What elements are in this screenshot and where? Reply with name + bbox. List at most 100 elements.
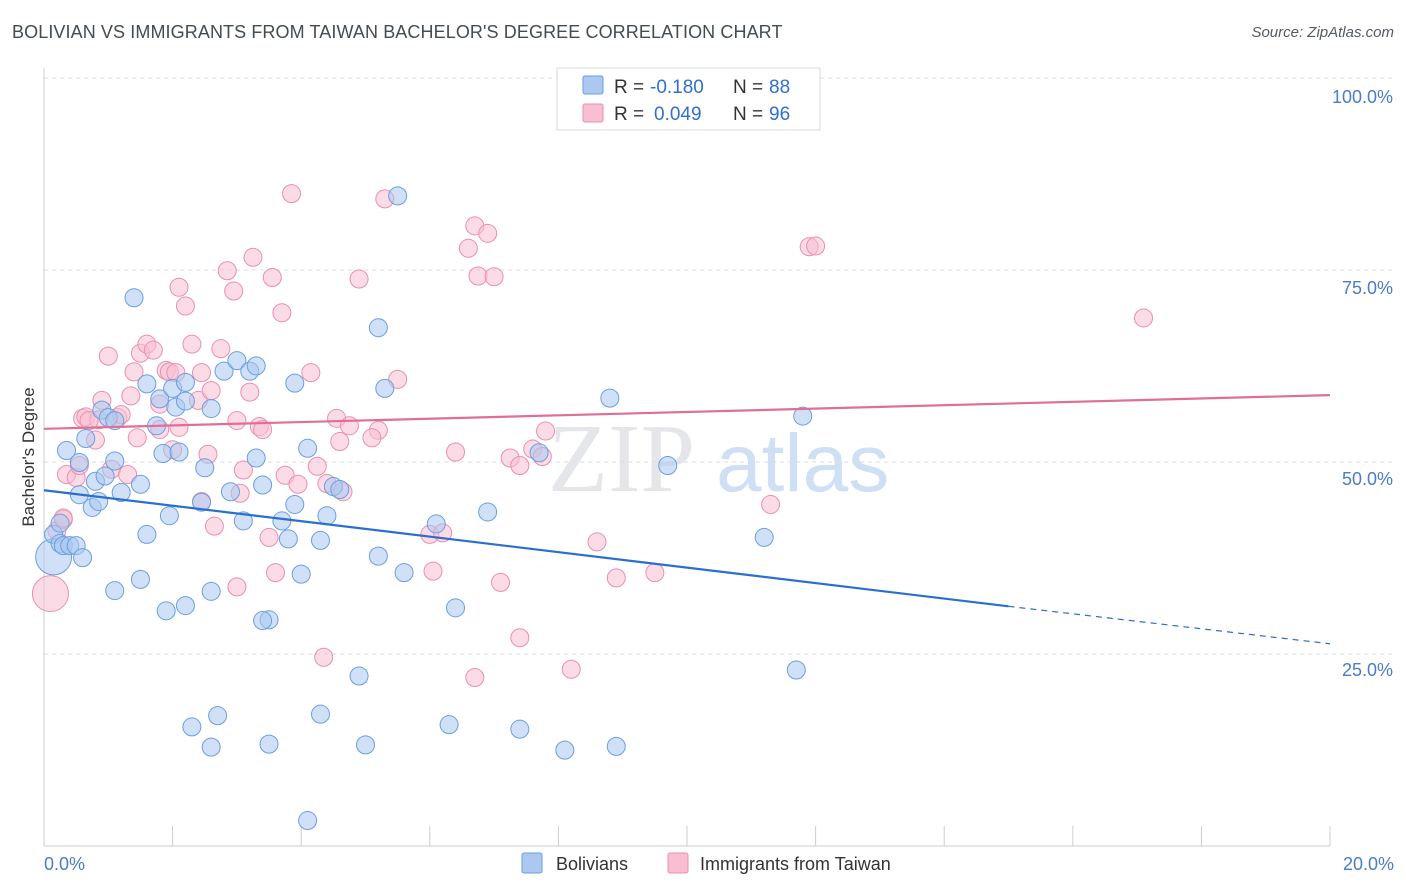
taiwan-point bbox=[31, 575, 69, 613]
bolivian-point bbox=[356, 735, 375, 755]
bolivian-point bbox=[510, 719, 530, 739]
bolivian-point bbox=[150, 389, 170, 409]
bolivian-point bbox=[105, 411, 125, 431]
bolivian-point bbox=[555, 740, 575, 760]
taiwan-point bbox=[536, 421, 556, 441]
taiwan-point bbox=[217, 261, 237, 281]
taiwan-point bbox=[561, 659, 581, 679]
y-tick-label: 50.0% bbox=[1342, 469, 1393, 489]
taiwan-point bbox=[301, 363, 321, 383]
x-tick-label-min: 0.0% bbox=[44, 854, 85, 874]
bolivian-point bbox=[394, 563, 414, 583]
bolivian-point bbox=[69, 453, 89, 473]
bolivians-trend-extension bbox=[1008, 605, 1331, 645]
taiwan-point bbox=[211, 339, 231, 359]
taiwan-point bbox=[118, 464, 138, 484]
bolivian-point bbox=[291, 564, 311, 584]
taiwan-point bbox=[510, 456, 530, 476]
bolivian-point bbox=[233, 511, 253, 531]
bolivian-point bbox=[95, 466, 115, 486]
bolivian-point bbox=[285, 373, 305, 393]
taiwan-point bbox=[265, 563, 285, 583]
bolivian-point bbox=[201, 581, 221, 601]
taiwan-point bbox=[224, 281, 244, 301]
legend-taiwan-label: Immigrants from Taiwan bbox=[700, 854, 891, 874]
taiwan-point bbox=[79, 411, 99, 431]
bolivian-point bbox=[298, 438, 318, 458]
bolivian-point bbox=[278, 529, 298, 549]
taiwan-point bbox=[478, 223, 498, 243]
taiwan-point bbox=[587, 532, 607, 552]
chart-title: BOLIVIAN VS IMMIGRANTS FROM TAIWAN BACHE… bbox=[12, 22, 783, 42]
y-tick-label: 100.0% bbox=[1332, 87, 1393, 107]
stats-pink-n-value: 96 bbox=[769, 104, 790, 125]
bolivian-point bbox=[246, 356, 266, 376]
bolivian-point bbox=[192, 492, 212, 512]
taiwan-point bbox=[227, 577, 247, 597]
bolivian-point bbox=[310, 704, 330, 724]
taiwan-point bbox=[288, 474, 308, 494]
y-tick-label: 25.0% bbox=[1342, 660, 1393, 680]
bolivians-trend-line bbox=[43, 489, 1009, 608]
bolivian-point bbox=[175, 596, 195, 616]
bolivian-point bbox=[76, 429, 96, 449]
bolivian-point bbox=[214, 361, 234, 381]
bolivian-point bbox=[529, 443, 549, 463]
bolivian-point bbox=[137, 524, 157, 544]
taiwan-point bbox=[243, 247, 263, 267]
taiwan-point bbox=[204, 516, 224, 536]
bolivian-point bbox=[375, 378, 395, 398]
source-label: Source: ZipAtlas.com bbox=[1251, 24, 1394, 41]
taiwan-point bbox=[339, 416, 359, 436]
taiwan-point bbox=[468, 266, 488, 286]
bolivian-point bbox=[159, 506, 179, 526]
bolivian-point bbox=[105, 451, 125, 471]
stats-blue-r-value: -0.180 bbox=[650, 77, 704, 98]
bolivian-point bbox=[349, 666, 369, 686]
bolivian-point bbox=[754, 527, 774, 547]
bolivian-point bbox=[478, 502, 498, 522]
bolivian-point bbox=[130, 474, 150, 494]
bolivian-point bbox=[227, 351, 247, 371]
watermark-atlas: atlas bbox=[716, 418, 889, 509]
bolivian-point bbox=[57, 441, 77, 461]
bolivian-point bbox=[600, 388, 620, 408]
taiwan-point bbox=[227, 411, 247, 431]
taiwan-point bbox=[192, 363, 212, 383]
y-tick-labels: 25.0% 50.0% 75.0% 100.0% bbox=[1332, 87, 1393, 680]
taiwan-point bbox=[259, 527, 279, 547]
taiwan-point bbox=[233, 460, 253, 480]
taiwan-point bbox=[314, 647, 334, 667]
bolivian-point bbox=[439, 715, 459, 735]
taiwan-point bbox=[645, 563, 665, 583]
taiwan-point bbox=[423, 561, 443, 581]
bolivian-point bbox=[220, 482, 240, 502]
bolivian-point bbox=[130, 569, 150, 589]
bolivian-point bbox=[310, 530, 330, 550]
bolivian-point bbox=[182, 717, 202, 737]
taiwan-point bbox=[169, 277, 189, 297]
taiwan-point bbox=[272, 303, 292, 323]
watermark: ZIP atlas bbox=[548, 405, 889, 513]
bolivian-point bbox=[201, 399, 221, 419]
stats-legend: R = -0.180 N = 88 R = 0.049 N = 96 bbox=[556, 67, 821, 131]
bolivian-point bbox=[272, 511, 292, 531]
series-bolivians bbox=[35, 186, 813, 831]
legend-bolivians-swatch bbox=[521, 852, 543, 874]
x-tick-label-max: 20.0% bbox=[1343, 854, 1394, 874]
bolivian-point bbox=[446, 598, 466, 618]
bolivian-point bbox=[786, 660, 806, 680]
bottom-legend: Bolivians Immigrants from Taiwan bbox=[521, 852, 891, 874]
bolivian-point bbox=[793, 406, 813, 426]
taiwan-point bbox=[307, 456, 327, 476]
taiwan-point bbox=[458, 238, 478, 258]
taiwan-point bbox=[124, 362, 144, 382]
taiwan-point bbox=[349, 269, 369, 289]
taiwan-point bbox=[282, 184, 302, 204]
bolivian-point bbox=[317, 506, 337, 526]
taiwan-point bbox=[262, 268, 282, 288]
stats-blue-n-label: N = bbox=[733, 77, 763, 98]
bolivian-point bbox=[368, 546, 388, 566]
taiwan-point bbox=[98, 346, 118, 366]
legend-taiwan-swatch bbox=[667, 852, 689, 874]
